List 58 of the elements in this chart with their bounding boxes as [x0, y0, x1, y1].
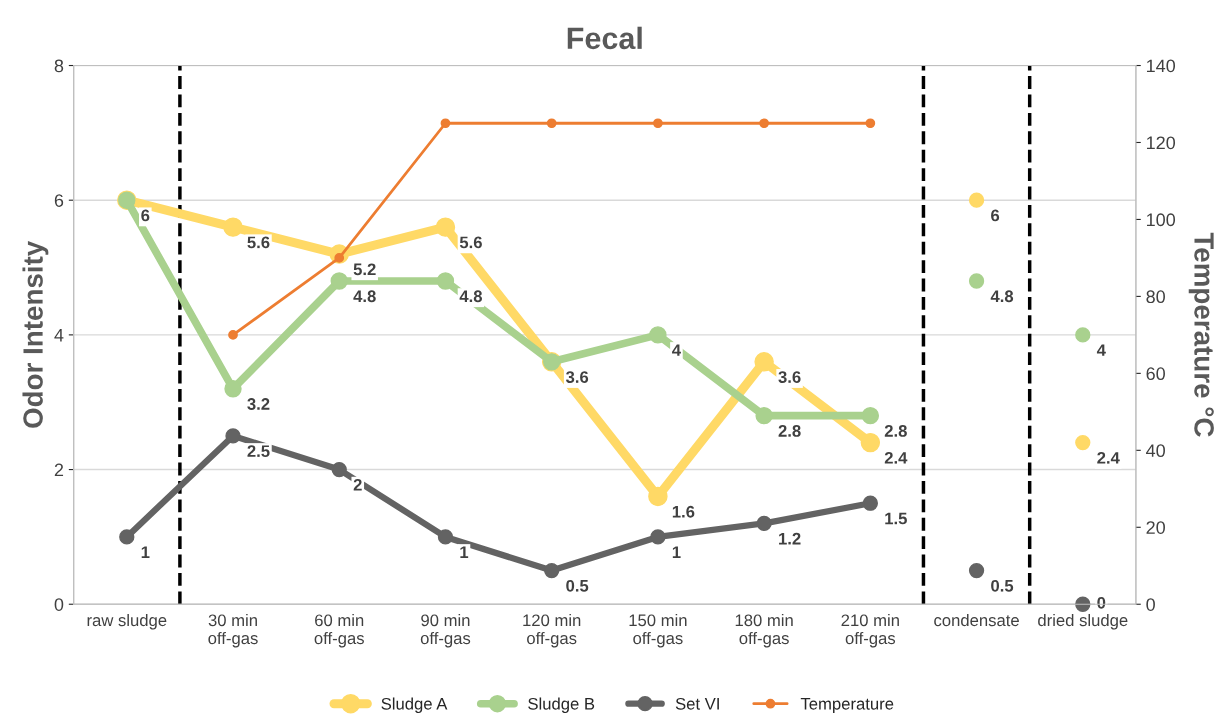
- x-tick-label: dried sludge: [1038, 613, 1128, 630]
- chart-title: Fecal: [567, 26, 642, 50]
- y-tick-label: 6: [54, 194, 64, 207]
- legend-label: Sludge B: [528, 697, 595, 713]
- legend-label: Set VI: [675, 697, 719, 710]
- x-tick-label: 120 min off-gas: [523, 613, 581, 648]
- x-tick-label: 210 min off-gas: [841, 613, 899, 648]
- data-label: 3.6: [565, 371, 589, 383]
- data-label: 1: [460, 546, 469, 558]
- x-tick-label: raw sludge: [87, 613, 167, 630]
- y-tick-label: 0: [54, 598, 64, 611]
- y2-tick-label: 80: [1146, 290, 1165, 304]
- data-label: 0: [1097, 596, 1106, 609]
- y-tick-label: 2: [54, 463, 64, 477]
- data-label: 4: [1096, 344, 1106, 356]
- data-label: 6: [141, 209, 150, 222]
- data-label: 3.6: [778, 371, 801, 383]
- legend-label: Temperature: [800, 698, 894, 713]
- data-label: 2.4: [1097, 451, 1120, 464]
- data-label: 2.8: [778, 425, 801, 437]
- data-label: 2: [353, 478, 362, 491]
- y2-tick-label: 40: [1146, 444, 1165, 458]
- y2-tick-label: 100: [1147, 213, 1176, 227]
- y2-tick-label: 20: [1146, 521, 1165, 534]
- data-label: 1: [141, 546, 150, 558]
- y-tick-label: 4: [54, 329, 64, 342]
- y2-tick-label: 60: [1146, 367, 1165, 381]
- y2-tick-label: 0: [1146, 598, 1155, 611]
- x-tick-label: condensate: [934, 613, 1019, 627]
- data-label: 4.8: [353, 290, 376, 303]
- legend-label: Sludge A: [381, 697, 448, 713]
- x-tick-label: 180 min off-gas: [735, 613, 793, 648]
- data-label: 5.6: [459, 236, 482, 249]
- data-label: 1.5: [885, 512, 907, 525]
- x-tick-label: 150 min off-gas: [629, 613, 687, 648]
- y2-tick-label: 140: [1147, 59, 1176, 73]
- data-label: 2.8: [884, 425, 907, 437]
- data-label: 1.2: [779, 532, 801, 545]
- y-tick-label: 8: [54, 59, 64, 73]
- y2-axis-title: Temperature °C: [1188, 232, 1214, 437]
- data-label: 5.2: [353, 263, 376, 276]
- data-label: 3.2: [247, 398, 270, 410]
- data-label: 6: [991, 209, 1000, 222]
- data-label: 5.6: [247, 236, 270, 249]
- x-tick-label: 60 min off-gas: [314, 613, 364, 648]
- data-label: 2.5: [247, 445, 270, 458]
- x-tick-label: 30 min off-gas: [208, 613, 258, 648]
- data-label: 1: [672, 546, 681, 558]
- data-label: 4.8: [459, 290, 482, 303]
- data-label: 0.5: [566, 579, 589, 592]
- data-label: 2.4: [884, 451, 908, 464]
- y2-tick-label: 120: [1147, 136, 1176, 150]
- data-label: 0.5: [991, 579, 1014, 592]
- data-label: 4.8: [990, 290, 1014, 303]
- data-label: 4: [672, 344, 681, 356]
- data-label: 1.6: [672, 505, 695, 518]
- y-axis-title: Odor Intensity: [22, 240, 49, 428]
- x-tick-label: 90 min off-gas: [420, 613, 471, 648]
